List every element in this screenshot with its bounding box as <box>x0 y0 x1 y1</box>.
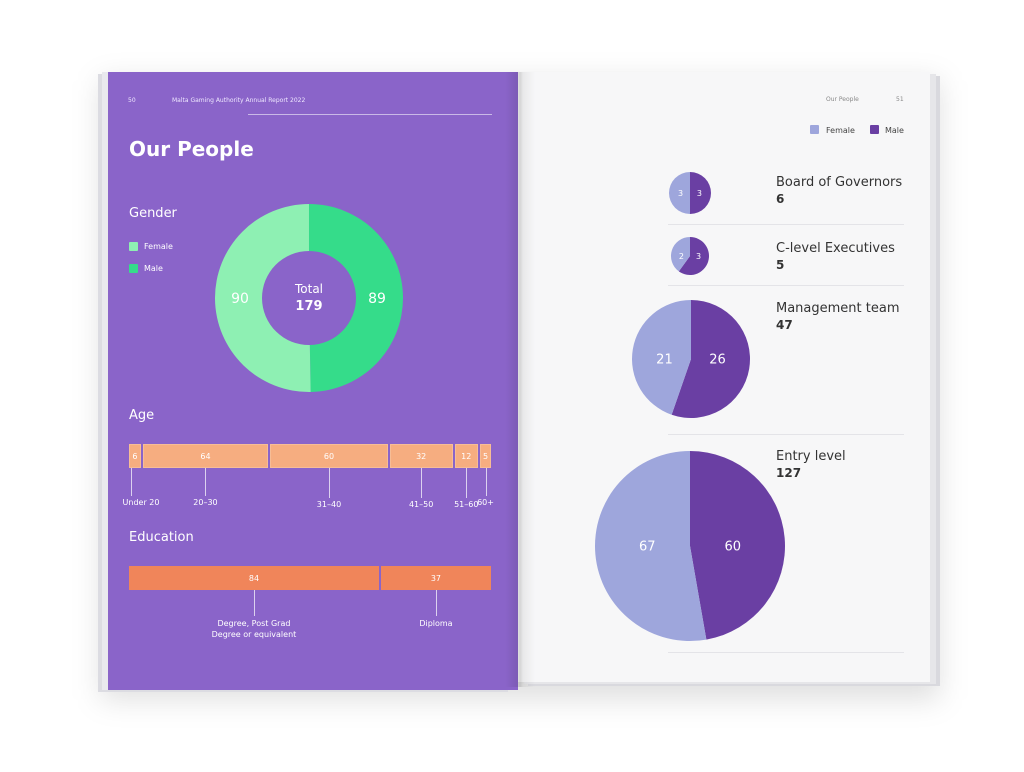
pie-slice-male <box>690 451 785 640</box>
age-label: 31–40 <box>316 500 342 509</box>
education-bar-segment: 84 <box>129 566 379 590</box>
pie-slice-male <box>678 237 709 275</box>
age-tick <box>466 468 468 498</box>
donut-slice-male <box>309 204 403 392</box>
age-heading: Age <box>129 408 155 423</box>
divider-3 <box>668 434 904 435</box>
gender-donut-chart: 90 89 Total 179 <box>215 204 403 392</box>
pie-slice-female <box>595 451 707 641</box>
age-tick <box>131 468 132 496</box>
divider-2 <box>668 285 904 286</box>
right-section-label: Our People <box>826 96 859 103</box>
age-tick <box>421 468 423 498</box>
legend-male-swatch <box>129 264 138 273</box>
age-label: 60+ <box>477 498 494 507</box>
pie-male-value: 3 <box>697 189 702 198</box>
role-group-label: Entry level <box>776 449 846 464</box>
role-group-total: 47 <box>776 318 793 332</box>
donut-total-label: Total <box>294 282 323 296</box>
divider-1 <box>668 224 904 225</box>
age-bar-segment: 5 <box>480 444 491 468</box>
donut-female-value: 90 <box>231 291 249 307</box>
role-group-label: Management team <box>776 301 900 316</box>
gender-heading: Gender <box>129 206 177 221</box>
pie-slice-female <box>632 300 691 415</box>
age-tick <box>328 468 330 498</box>
role-group-label: Board of Governors <box>776 175 903 190</box>
education-tick <box>435 590 437 616</box>
pie-male-value: 3 <box>696 252 701 261</box>
pie-female-value: 21 <box>656 353 673 368</box>
pie-female-value: 3 <box>678 189 683 198</box>
education-label: Diploma <box>419 619 453 628</box>
right-legend-male-label: Male <box>885 126 904 135</box>
left-page: 50 Malta Gaming Authority Annual Report … <box>108 72 518 690</box>
right-legend-male-swatch <box>870 125 879 134</box>
donut-male-value: 89 <box>368 291 386 307</box>
pie-female-value: 2 <box>679 252 684 261</box>
legend-male-label: Male <box>144 264 163 273</box>
legend-female-label: Female <box>144 242 173 251</box>
pie-female-value: 67 <box>639 540 656 555</box>
page-title: Our People <box>129 137 254 161</box>
role-group-label: C-level Executives <box>776 241 895 256</box>
age-label: 20–30 <box>193 498 218 507</box>
right-legend-female-swatch <box>810 125 819 134</box>
role-pie: 67 60 <box>595 451 785 641</box>
role-group-total: 6 <box>776 192 785 206</box>
age-label: 41–50 <box>408 500 434 509</box>
age-bar-segment: 12 <box>454 444 479 468</box>
donut-total-value: 179 <box>295 299 322 314</box>
age-tick <box>485 468 487 496</box>
age-bar-segment: 32 <box>389 444 453 468</box>
pie-male-value: 60 <box>724 540 741 555</box>
education-bar-segment: 37 <box>380 566 491 590</box>
pie-slice-male <box>690 172 711 214</box>
donut-slice-female <box>215 204 311 392</box>
header-rule <box>248 114 492 115</box>
pie-male-value: 26 <box>709 353 726 368</box>
education-heading: Education <box>129 530 194 545</box>
age-tick <box>205 468 207 496</box>
divider-4 <box>668 652 904 653</box>
right-legend-female-label: Female <box>826 126 855 135</box>
role-pie: 21 26 <box>632 300 750 418</box>
age-label: Under 20 <box>122 498 160 507</box>
age-bar-segment: 60 <box>270 444 388 468</box>
report-title: Malta Gaming Authority Annual Report 202… <box>172 97 306 104</box>
education-label: Degree, Post Grad Degree or equivalent <box>211 619 297 639</box>
education-tick <box>253 590 255 616</box>
right-page: Our People 51 Female Male 3 3 Board of Gov… <box>518 72 930 682</box>
age-bar-segment: 6 <box>129 444 141 468</box>
right-page-number: 51 <box>896 96 904 103</box>
role-group-total: 5 <box>776 258 785 272</box>
age-label: 51–60 <box>454 500 479 509</box>
left-page-number: 50 <box>128 97 136 104</box>
pie-slice-female <box>668 172 690 214</box>
pie-slice-female <box>671 237 690 272</box>
pie-slice-male <box>671 300 750 418</box>
role-group-total: 127 <box>776 466 802 480</box>
age-bar-segment: 64 <box>142 444 269 468</box>
legend-female-swatch <box>129 242 138 251</box>
